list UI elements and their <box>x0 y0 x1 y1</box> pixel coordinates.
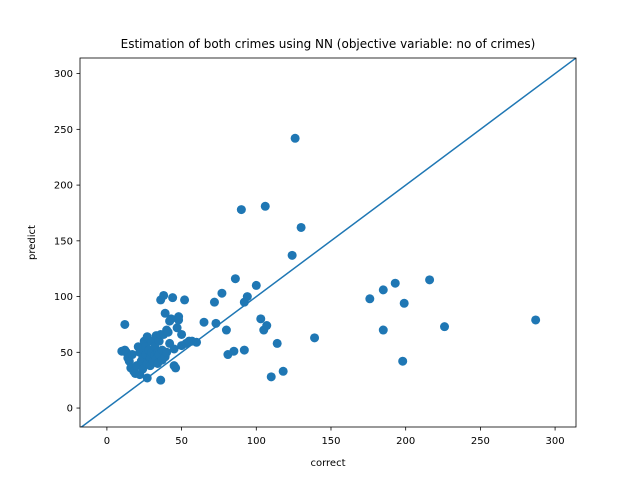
data-point <box>209 297 219 307</box>
data-point <box>169 344 179 354</box>
data-point <box>266 372 276 382</box>
data-point <box>272 338 282 348</box>
plot-area <box>80 58 576 427</box>
data-point <box>398 356 408 366</box>
chart-title: Estimation of both crimes using NN (obje… <box>121 37 536 51</box>
data-point <box>440 322 450 332</box>
y-axis-label: predict <box>27 225 38 260</box>
data-point <box>260 201 270 211</box>
data-point <box>378 325 388 335</box>
axis-ticks: 0 50 100 150 200 250 300 0 50 100 150 200 250 300 <box>54 69 565 447</box>
data-point <box>229 346 239 356</box>
x-tick-label: 0 <box>104 436 110 447</box>
reference-line <box>80 58 576 427</box>
x-axis-label: correct <box>310 458 345 469</box>
data-point <box>199 317 209 327</box>
data-point <box>290 133 300 143</box>
x-tick-label: 250 <box>471 436 490 447</box>
data-point <box>159 290 169 300</box>
data-point <box>166 314 176 324</box>
data-point <box>174 315 184 325</box>
data-point <box>262 321 272 331</box>
y-tick-label: 200 <box>54 181 73 192</box>
data-point <box>251 280 261 290</box>
x-tick-label: 150 <box>321 436 340 447</box>
x-tick-label: 50 <box>175 436 188 447</box>
data-point <box>378 285 388 295</box>
plot-frame <box>79 57 577 428</box>
data-point <box>242 292 252 302</box>
data-point <box>239 345 249 355</box>
data-point <box>425 275 435 285</box>
data-point <box>531 315 541 325</box>
data-point <box>177 329 187 339</box>
data-point <box>217 288 227 298</box>
data-point <box>365 294 375 304</box>
data-point <box>160 308 170 318</box>
data-point <box>390 278 400 288</box>
data-point <box>162 347 172 357</box>
data-point <box>172 323 182 333</box>
y-tick-label: 150 <box>54 236 73 247</box>
y-tick-label: 100 <box>54 292 73 303</box>
data-point <box>156 375 166 385</box>
data-point <box>310 333 320 343</box>
x-tick-label: 200 <box>396 436 415 447</box>
data-point <box>236 205 246 215</box>
data-point <box>163 327 173 337</box>
data-point <box>256 314 266 324</box>
data-point <box>221 325 231 335</box>
data-point <box>287 250 297 260</box>
data-point <box>399 298 409 308</box>
data-point <box>278 366 288 376</box>
y-tick-label: 300 <box>54 69 73 80</box>
y-tick-label: 50 <box>60 348 73 359</box>
data-point <box>120 319 130 329</box>
data-point <box>168 293 178 303</box>
data-point <box>230 274 240 284</box>
data-point <box>180 295 190 305</box>
x-tick-label: 100 <box>247 436 266 447</box>
y-tick-label: 0 <box>67 404 73 415</box>
data-point <box>296 222 306 232</box>
data-point <box>127 350 137 360</box>
y-tick-label: 250 <box>54 125 73 136</box>
x-tick-label: 300 <box>546 436 565 447</box>
data-point <box>171 363 181 373</box>
data-point <box>154 336 164 346</box>
